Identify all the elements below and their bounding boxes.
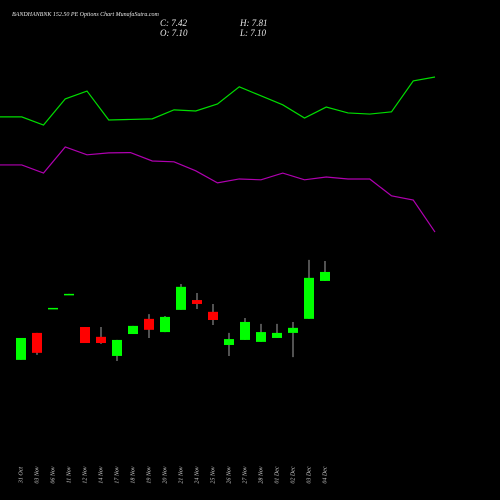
candle-body — [176, 286, 186, 310]
x-tick-label: 14 Nov — [97, 466, 104, 484]
x-tick-label: 24 Nov — [193, 466, 200, 484]
candle-body — [256, 332, 266, 342]
x-tick-label: 12 Nov — [82, 466, 88, 484]
x-tick-label: 18 Nov — [130, 466, 136, 484]
candle-body — [96, 336, 106, 344]
x-tick-label: 25 Nov — [210, 466, 216, 484]
x-tick-label: 17 Nov — [114, 466, 120, 484]
candle-body — [128, 325, 138, 335]
chart-title: BANDHANBNK 152.50 PE Options Chart Munaf… — [12, 11, 160, 18]
x-tick-label: 02 Dec — [290, 466, 296, 483]
candle-body — [32, 332, 42, 353]
candle-body — [208, 311, 218, 320]
x-tick-label: 27 Nov — [242, 466, 248, 484]
close-text: C: 7.42 — [160, 18, 188, 28]
candle-body — [80, 327, 90, 344]
candle-body — [192, 300, 202, 304]
candle-body — [48, 307, 58, 310]
indicator-line — [0, 76, 436, 126]
x-tick-label: 06 Nov — [50, 466, 56, 484]
x-tick-label: 20 Nov — [162, 466, 168, 484]
x-tick-label: 21 Nov — [178, 466, 184, 484]
x-tick-label: 01 Dec — [274, 466, 280, 483]
x-tick-label: 26 Nov — [226, 466, 232, 484]
candle-body — [16, 337, 26, 360]
x-tick-label: 11 Nov — [66, 466, 72, 483]
candle-body — [224, 339, 234, 345]
x-tick-label: 04 Dec — [321, 466, 328, 483]
candle-body — [240, 321, 250, 340]
indicator-line — [0, 146, 436, 233]
candle-body — [272, 332, 282, 338]
x-tick-label: 03 Dec — [306, 466, 312, 483]
x-tick-label: 03 Nov — [34, 466, 40, 484]
low-text: L: 7.10 — [239, 28, 267, 38]
x-tick-label: 19 Nov — [146, 466, 152, 484]
candle-body — [320, 271, 330, 281]
open-text: O: 7.10 — [160, 28, 188, 38]
candle-body — [288, 327, 298, 333]
high-text: H: 7.81 — [239, 18, 268, 28]
candle-body — [160, 316, 170, 333]
candle-body — [144, 318, 154, 330]
candle-body — [304, 277, 314, 319]
candle-body — [64, 293, 74, 296]
x-tick-label: 28 Nov — [258, 466, 264, 484]
candle-body — [112, 339, 122, 356]
x-tick-label: 31 Oct — [18, 467, 24, 484]
